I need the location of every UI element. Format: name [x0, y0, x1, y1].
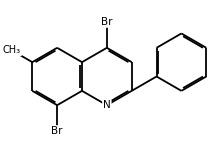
Text: N: N — [103, 100, 111, 110]
Text: Br: Br — [51, 126, 63, 136]
Text: Br: Br — [101, 17, 113, 27]
Text: CH₃: CH₃ — [3, 45, 21, 55]
